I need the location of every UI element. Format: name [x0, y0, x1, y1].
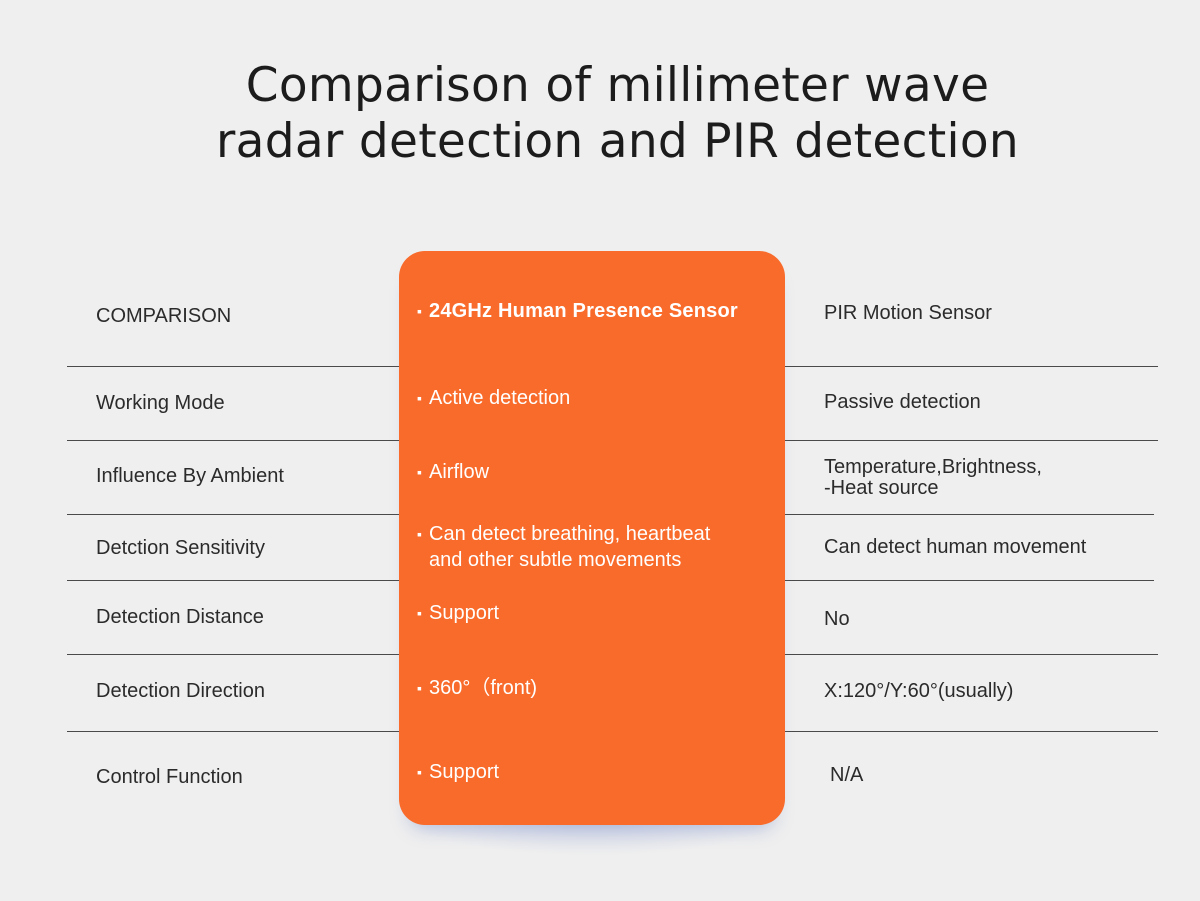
page-title: Comparison of millimeter wave radar dete…: [0, 58, 1200, 170]
radar-value: Active detection: [429, 387, 571, 409]
row-label-working-mode: Working Mode: [96, 392, 225, 414]
row-divider: [67, 440, 400, 441]
pir-value-line-2: -Heat source: [824, 477, 939, 499]
radar-value-line-1: Can detect breathing, heartbeat: [429, 523, 711, 545]
row-label-control-function: Control Function: [96, 766, 243, 788]
radar-value: 24GHz Human Presence Sensor: [429, 300, 738, 322]
row-divider: [785, 366, 1158, 367]
pir-detection-distance: No: [824, 608, 850, 630]
row-label-detection-direction: Detection Direction: [96, 680, 265, 702]
radar-value: 360°（front): [429, 677, 538, 699]
radar-working-mode: ▪ Active detection: [417, 385, 777, 411]
bullet-icon: ▪: [417, 605, 422, 621]
row-divider: [67, 654, 400, 655]
pir-detection-direction: X:120°/Y:60°(usually): [824, 680, 1014, 702]
pir-influence-by-ambient: Temperature,Brightness, -Heat source: [824, 457, 1042, 499]
bullet-icon: ▪: [417, 680, 422, 696]
pir-value-line-1: Temperature,Brightness,: [824, 456, 1042, 478]
pir-column-header: PIR Motion Sensor: [824, 302, 992, 324]
radar-value-line-2: and other subtle movements: [429, 549, 682, 571]
row-label-comparison: COMPARISON: [96, 305, 232, 327]
row-label-detection-sensitivity: Detction Sensitivity: [96, 537, 265, 559]
radar-value: Airflow: [429, 461, 490, 483]
bullet-icon: ▪: [417, 390, 422, 406]
card-shadow: [408, 820, 776, 856]
pir-detection-sensitivity: Can detect human movement: [824, 536, 1087, 558]
row-divider: [67, 366, 400, 367]
bullet-icon: ▪: [417, 464, 422, 480]
bullet-icon: ▪: [417, 526, 422, 542]
row-divider: [67, 580, 400, 581]
pir-control-function: N/A: [830, 764, 864, 786]
row-divider: [785, 731, 1158, 732]
radar-detection-sensitivity: ▪ Can detect breathing, heartbeat and ot…: [417, 521, 777, 573]
radar-column-header: ▪ 24GHz Human Presence Sensor: [417, 298, 777, 324]
radar-value: Can detect breathing, heartbeat and othe…: [429, 521, 777, 573]
pir-working-mode: Passive detection: [824, 391, 981, 413]
radar-column-card: [399, 251, 785, 825]
radar-detection-distance: ▪ Support: [417, 600, 777, 626]
row-divider: [785, 654, 1158, 655]
radar-value: Support: [429, 602, 500, 624]
title-line-1: Comparison of millimeter wave: [245, 58, 990, 113]
row-divider: [785, 580, 1154, 581]
radar-value: Support: [429, 761, 500, 783]
bullet-icon: ▪: [417, 303, 422, 319]
row-divider: [67, 731, 400, 732]
row-label-detection-distance: Detection Distance: [96, 606, 264, 628]
radar-control-function: ▪ Support: [417, 759, 777, 785]
row-divider: [785, 514, 1154, 515]
radar-influence-by-ambient: ▪ Airflow: [417, 459, 777, 485]
radar-detection-direction: ▪ 360°（front): [417, 675, 777, 701]
title-line-2: radar detection and PIR detection: [216, 114, 1019, 169]
row-divider: [785, 440, 1158, 441]
row-label-influence-by-ambient: Influence By Ambient: [96, 465, 284, 487]
bullet-icon: ▪: [417, 764, 422, 780]
row-divider: [67, 514, 400, 515]
